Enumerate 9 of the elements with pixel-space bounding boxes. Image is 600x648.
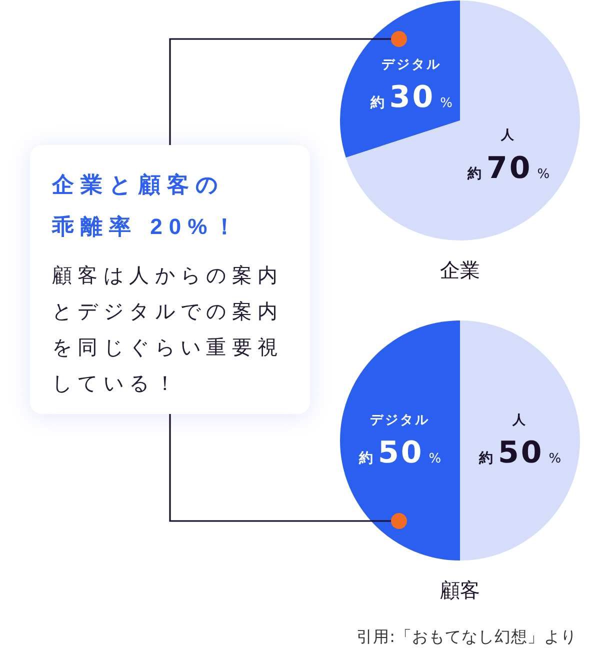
slice-label: デジタル xyxy=(370,412,430,428)
slice-label: デジタル xyxy=(381,58,442,73)
text: 顧客 xyxy=(440,578,480,602)
text: 顧客は人からの案内とデジタルでの案内を同じぐらい重要視している！ xyxy=(52,262,284,397)
slice-label: 人 xyxy=(500,128,516,144)
slice-label: 人 xyxy=(512,412,528,428)
text: 引用:「おもてなし幻想」より xyxy=(356,627,577,647)
text: 企業 xyxy=(440,258,480,282)
text: 企業と顧客の乖離率 20%！ xyxy=(52,171,244,241)
